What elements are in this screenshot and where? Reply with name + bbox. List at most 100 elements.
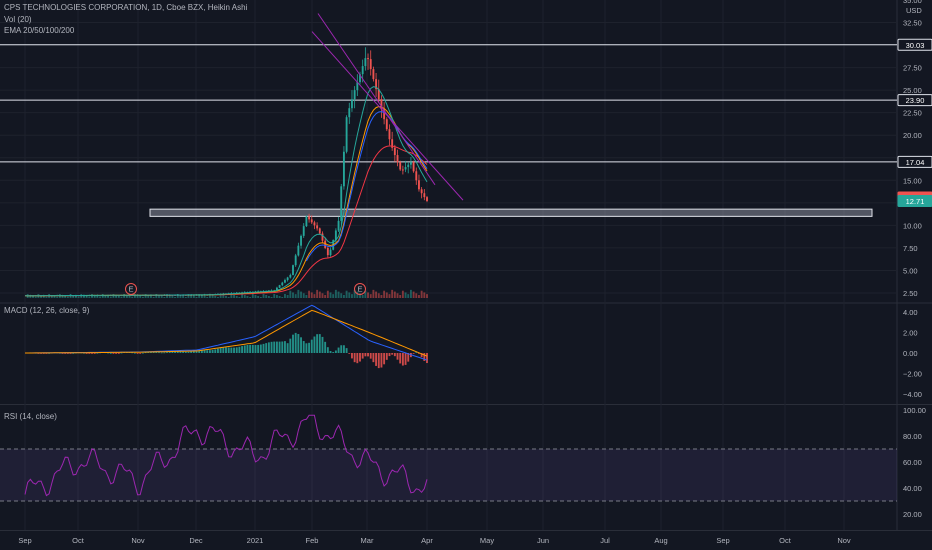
macd-hist-bar <box>284 341 286 353</box>
macd-hist-bar <box>200 349 203 353</box>
volume-bar <box>112 294 115 298</box>
macd-hist-bar <box>372 353 375 363</box>
volume-bar <box>29 295 32 298</box>
time-tick-label: Jun <box>537 536 549 545</box>
volume-bar <box>388 294 391 298</box>
volume-bar <box>391 289 394 298</box>
candle-body <box>329 249 332 256</box>
volume-bar <box>85 296 88 298</box>
macd-hist-bar <box>337 347 340 353</box>
macd-hist-bar <box>415 352 418 353</box>
price-tick-label: 32.50 <box>903 19 922 28</box>
macd-hist-bar <box>136 353 139 354</box>
price-tick-label: 15.00 <box>903 176 922 185</box>
volume-bar <box>375 291 378 298</box>
macd-hist-bar <box>367 353 369 357</box>
volume-bar <box>230 294 233 298</box>
volume-bar <box>45 297 48 298</box>
macd-hist-bar <box>326 347 329 353</box>
candle-body <box>418 180 420 190</box>
volume-bar <box>200 295 203 298</box>
volume-bar <box>265 295 268 298</box>
volume-bar <box>294 294 297 298</box>
price-badge-label: 23.90 <box>906 96 925 105</box>
volume-bar <box>217 297 219 298</box>
candle-body <box>292 265 294 275</box>
macd-hist-bar <box>318 334 321 353</box>
price-badge-label: 30.03 <box>906 41 925 50</box>
price-tick-label: 25.00 <box>903 86 922 95</box>
macd-hist-bar <box>249 344 252 353</box>
macd-hist-bar <box>187 351 190 353</box>
candle-body <box>340 186 343 221</box>
volume-bar <box>353 289 356 298</box>
time-tick-label: Sep <box>716 536 729 545</box>
volume-bar <box>117 296 120 298</box>
volume-bar <box>50 295 53 298</box>
price-badge <box>897 38 932 51</box>
volume-bar <box>275 295 278 298</box>
volume-bar <box>289 290 292 298</box>
volume-bar <box>316 289 319 298</box>
macd-hist-bar <box>340 345 343 353</box>
candle-body <box>324 240 327 248</box>
volume-bar <box>104 295 107 298</box>
candle-body <box>278 285 281 288</box>
volume-bar <box>74 296 77 298</box>
candle-body <box>420 189 423 194</box>
macd-hist-bar <box>230 347 233 353</box>
candle-body <box>361 66 364 75</box>
volume-bar <box>182 296 185 298</box>
volume-bar <box>412 291 415 298</box>
macd-hist-bar <box>219 348 222 353</box>
macd-hist-bar <box>383 353 386 365</box>
trendline <box>317 13 436 186</box>
volume-bar <box>340 293 343 298</box>
price-tick-label: 7.50 <box>903 244 918 253</box>
macd-hist-bar <box>246 345 249 353</box>
macd-hist-bar <box>278 341 281 353</box>
volume-bar <box>56 297 59 298</box>
volume-bar <box>345 290 348 298</box>
macd-hist-bar <box>112 353 115 354</box>
macd-hist-bar <box>233 347 235 353</box>
candle-body <box>383 109 386 120</box>
candle-body <box>407 164 410 168</box>
volume-bar <box>93 295 96 298</box>
time-tick-label: Oct <box>779 536 792 545</box>
macd-hist-bar <box>251 344 254 353</box>
candle-body <box>337 220 340 231</box>
macd-hist-bar <box>313 336 316 353</box>
price-tick-label: 27.50 <box>903 64 922 73</box>
macd-hist-bar <box>289 338 292 353</box>
earnings-marker <box>354 283 366 295</box>
candle-body <box>326 247 329 256</box>
price-tick-label: 5.00 <box>903 266 918 275</box>
volume-bar <box>125 295 128 298</box>
volume-bar <box>383 290 386 298</box>
candle-body <box>375 79 378 90</box>
volume-bar <box>42 296 45 298</box>
volume-bar <box>396 293 399 298</box>
volume-bar <box>310 292 313 298</box>
volume-bar <box>356 291 359 298</box>
volume-bar <box>53 296 56 298</box>
volume-bar <box>184 297 187 298</box>
volume-bar <box>171 296 174 298</box>
volume-bar <box>99 297 101 298</box>
candle-body <box>377 89 380 100</box>
time-tick-label: May <box>480 536 494 545</box>
macd-hist-bar <box>115 353 118 354</box>
volume-bar <box>203 296 206 298</box>
macd-hist-bar <box>300 337 302 353</box>
volume-bar <box>174 297 177 298</box>
macd-hist-bar <box>321 336 324 353</box>
volume-bar <box>109 297 112 298</box>
price-tick-label: 10.00 <box>903 221 922 230</box>
macd-hist-bar <box>351 353 353 359</box>
volume-bar <box>385 292 388 298</box>
macd-hist-bar <box>176 350 179 353</box>
volume-bar <box>401 290 404 298</box>
macd-hist-bar <box>93 353 96 354</box>
